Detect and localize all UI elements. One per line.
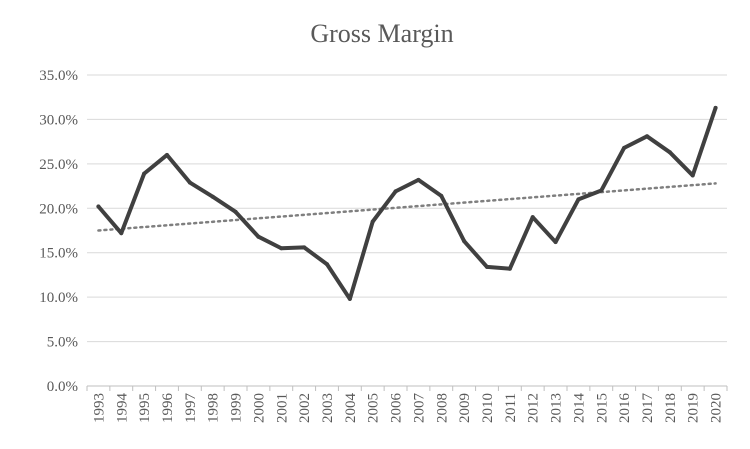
data-point: [667, 150, 672, 155]
data-point: [713, 105, 718, 110]
x-tick-label: 2006: [389, 393, 405, 424]
data-point: [347, 296, 352, 301]
x-tick-label: 2011: [503, 393, 519, 422]
data-point: [393, 189, 398, 194]
x-tick-label: 2018: [663, 393, 679, 423]
data-point: [645, 134, 649, 139]
y-axis-ticks: 0.0% 5.0% 10.0% 15.0% 20.0% 25.0% 30.0% 35.0%: [39, 68, 78, 395]
data-point: [576, 197, 581, 202]
x-tick-label: 2013: [549, 393, 565, 423]
data-point: [507, 266, 512, 271]
y-tick-label: 35.0%: [39, 68, 78, 84]
data-point: [165, 152, 169, 157]
data-point: [439, 193, 444, 198]
x-tick-label: 2015: [594, 393, 610, 423]
data-point: [279, 246, 284, 251]
x-tick-label: 2016: [617, 393, 633, 424]
y-tick-label: 25.0%: [39, 157, 78, 173]
data-point: [416, 177, 421, 182]
y-tick-label: 30.0%: [39, 112, 78, 128]
data-point: [210, 194, 215, 199]
data-point: [325, 262, 329, 267]
x-tick-label: 1994: [114, 393, 130, 424]
x-tick-label: 2012: [526, 393, 542, 423]
data-point: [96, 204, 101, 209]
y-tick-label: 15.0%: [39, 246, 78, 262]
data-point: [142, 171, 147, 176]
data-point: [690, 173, 695, 178]
linear-trendline: [97, 182, 717, 232]
x-tick-label: 1997: [183, 393, 199, 424]
x-tick-label: 2004: [343, 393, 359, 424]
y-tick-label: 0.0%: [47, 379, 78, 395]
x-tick-label: 2003: [320, 393, 336, 423]
x-tick-label: 1996: [160, 393, 176, 424]
x-tick-label: 2019: [686, 393, 702, 423]
data-point: [256, 234, 261, 239]
x-tick-label: 1993: [91, 393, 107, 423]
y-tick-label: 20.0%: [39, 201, 78, 217]
series: [96, 105, 718, 301]
chart-title: Gross Margin: [310, 19, 453, 48]
y-tick-label: 10.0%: [39, 290, 78, 306]
gridlines: [87, 74, 727, 387]
data-point: [485, 264, 489, 269]
x-axis-ticks: 1993 1994 1995 1996 1997 1998 1999 2000 2001 2002…: [86, 386, 728, 424]
x-tick-label: 1998: [206, 393, 222, 423]
x-tick-label: 1995: [137, 393, 153, 423]
x-tick-label: 2008: [434, 393, 450, 423]
x-tick-label: 2009: [457, 393, 473, 423]
series-line: [96, 105, 718, 301]
x-tick-label: 2005: [366, 393, 382, 423]
x-tick-label: 2001: [274, 393, 290, 423]
data-point: [622, 145, 627, 150]
data-point: [599, 188, 604, 193]
x-tick-label: 2007: [411, 393, 427, 424]
data-point: [530, 215, 535, 220]
x-tick-label: 2010: [480, 393, 496, 423]
y-tick-label: 5.0%: [47, 335, 78, 351]
data-point: [233, 209, 238, 214]
data-point: [187, 180, 192, 185]
x-tick-label: 2017: [640, 393, 656, 424]
data-point: [302, 245, 307, 250]
trendline: [97, 182, 717, 232]
x-tick-label: 2002: [297, 393, 313, 423]
x-tick-label: 2014: [571, 393, 587, 424]
data-point: [462, 239, 467, 244]
data-point: [553, 240, 558, 245]
data-point: [119, 231, 124, 236]
x-tick-label: 2020: [709, 393, 725, 423]
x-tick-label: 2000: [251, 393, 267, 423]
x-tick-label: 1999: [229, 393, 245, 423]
data-point: [370, 219, 375, 224]
